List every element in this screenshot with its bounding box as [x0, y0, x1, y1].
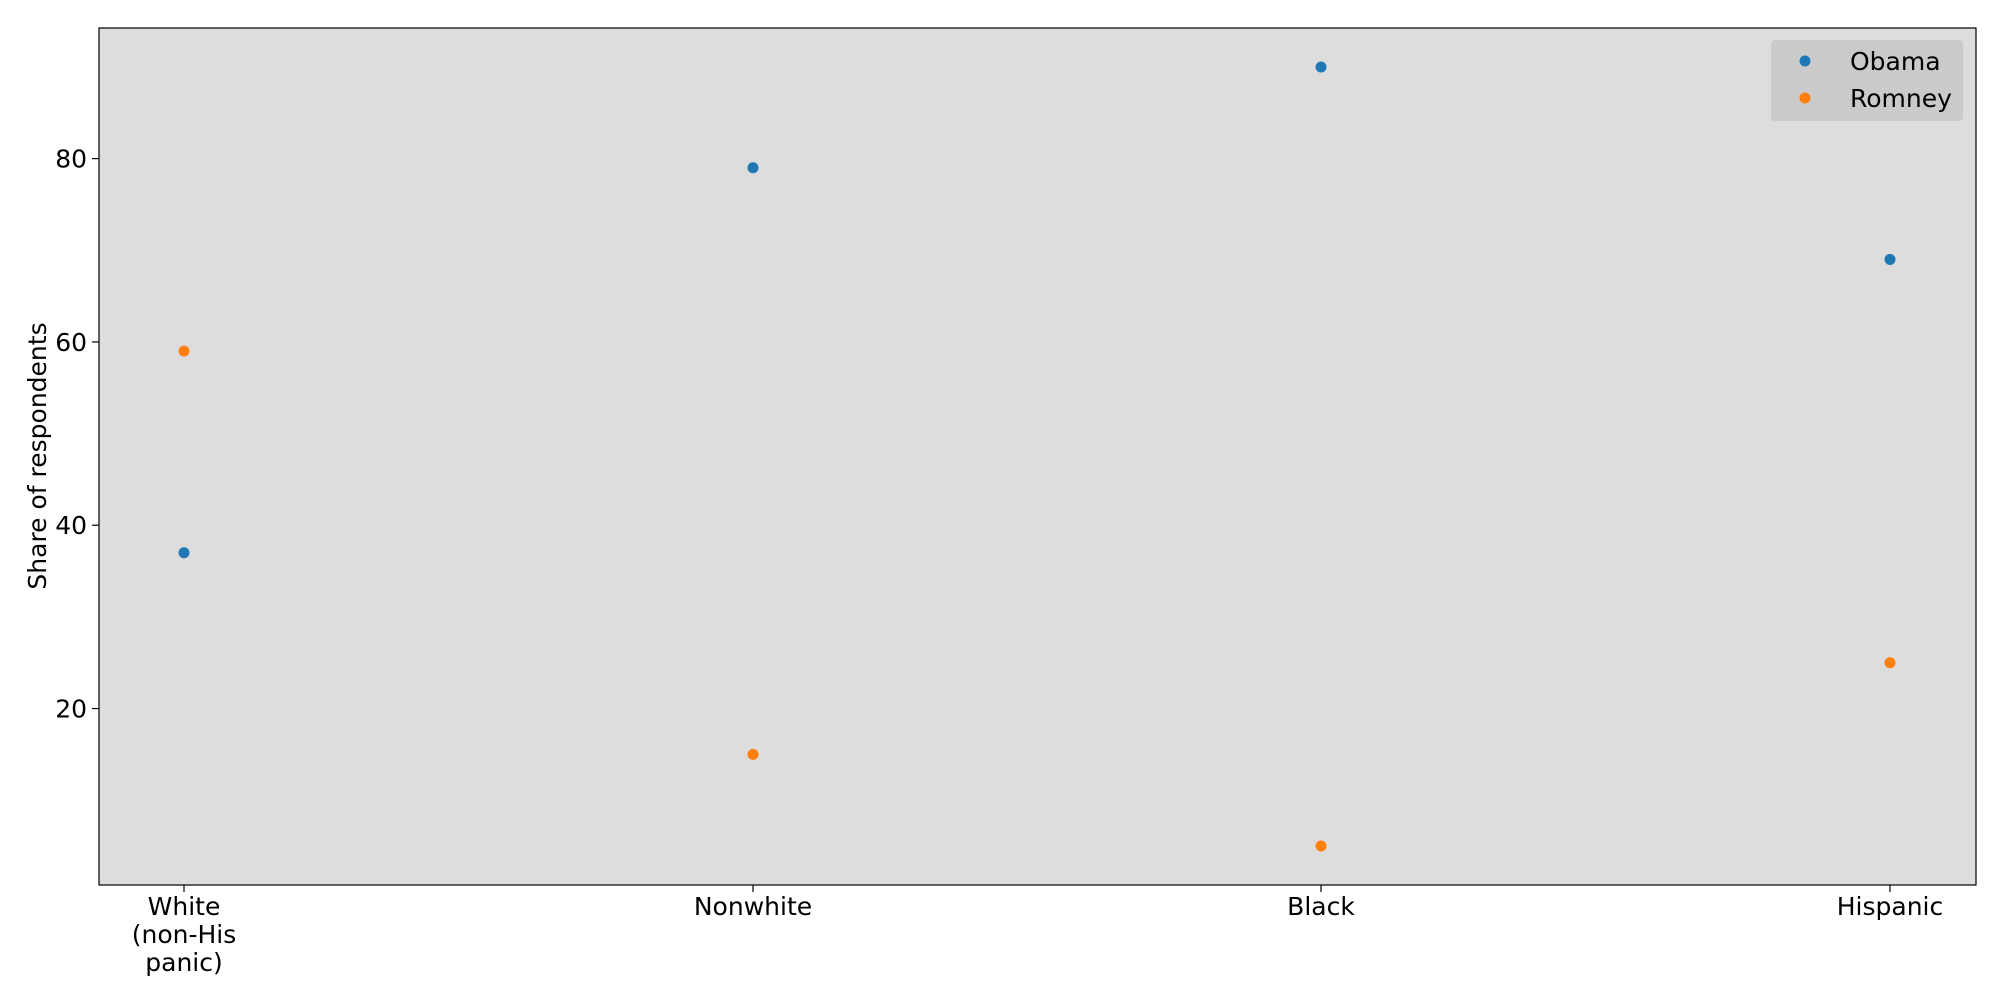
legend-label: Obama [1850, 47, 1941, 76]
y-axis: 20 40 60 80 [55, 145, 99, 724]
point-romney [747, 748, 759, 760]
point-obama [1315, 61, 1327, 73]
x-tick-label: White (non-His panic) [132, 892, 237, 977]
x-tick-label: Nonwhite [694, 892, 812, 921]
point-obama [747, 162, 759, 174]
y-tick-label: 60 [55, 328, 87, 357]
legend-marker [1799, 92, 1811, 104]
x-tick-label-line: Nonwhite [694, 892, 812, 921]
x-tick-label-line: Hispanic [1837, 892, 1944, 921]
point-obama [178, 547, 190, 559]
data-points [178, 61, 1896, 852]
y-tick-label: 80 [55, 145, 87, 174]
plot-area [98, 27, 1977, 886]
x-tick-label-line: panic) [145, 948, 222, 977]
x-tick-label: Black [1287, 892, 1355, 921]
x-tick-label-line: Black [1287, 892, 1355, 921]
legend-marker [1799, 55, 1811, 67]
x-axis: White (non-His panic) Nonwhite Black Hispanic [132, 885, 1944, 977]
point-obama [1884, 253, 1896, 265]
point-romney [1315, 840, 1327, 852]
point-romney [1884, 657, 1896, 669]
legend: Obama Romney [1771, 40, 1963, 121]
y-axis-label: Share of respondents [23, 322, 52, 589]
y-tick-label: 40 [55, 511, 87, 540]
point-romney [178, 345, 190, 357]
x-tick-label: Hispanic [1837, 892, 1944, 921]
x-tick-label-line: (non-His [132, 920, 237, 949]
legend-label: Romney [1850, 84, 1952, 113]
y-tick-label: 20 [55, 695, 87, 724]
legend-box [1771, 40, 1963, 121]
x-tick-label-line: White [148, 892, 221, 921]
